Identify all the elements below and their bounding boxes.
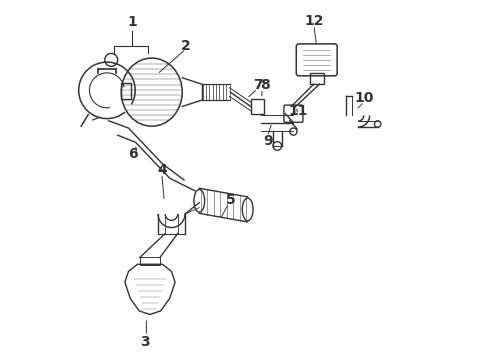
Text: 8: 8 bbox=[260, 78, 270, 92]
Text: 5: 5 bbox=[226, 193, 236, 207]
Text: 7: 7 bbox=[253, 78, 262, 92]
Text: 10: 10 bbox=[354, 91, 374, 105]
Bar bbox=[140, 257, 160, 265]
Bar bbox=[121, 84, 131, 99]
Text: 2: 2 bbox=[181, 39, 191, 53]
Text: 4: 4 bbox=[157, 163, 167, 177]
Text: 3: 3 bbox=[140, 335, 149, 349]
Text: 12: 12 bbox=[304, 14, 323, 28]
Text: 6: 6 bbox=[128, 147, 138, 161]
Text: 1: 1 bbox=[127, 15, 137, 29]
Text: 9: 9 bbox=[263, 134, 272, 148]
Bar bbox=[251, 99, 265, 114]
Text: 11: 11 bbox=[288, 104, 308, 118]
Bar bbox=[310, 73, 324, 84]
